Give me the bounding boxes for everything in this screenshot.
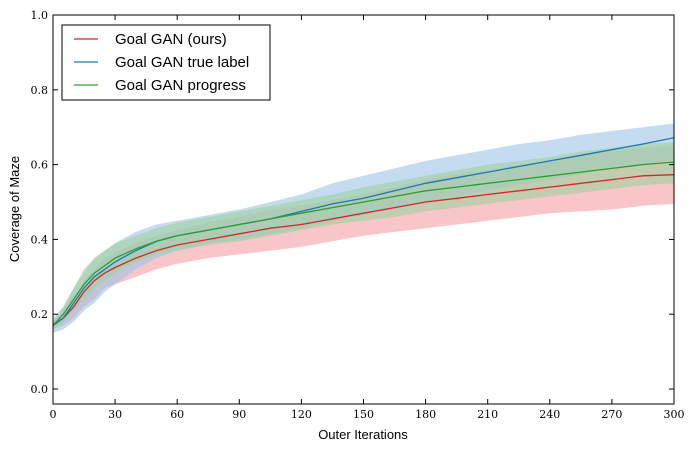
x-tick-label: 300 — [664, 408, 685, 421]
x-tick-label: 210 — [477, 408, 498, 421]
y-tick-label: 0.0 — [31, 383, 49, 396]
x-tick-label: 30 — [108, 408, 122, 421]
y-tick-label: 1.0 — [31, 9, 49, 22]
legend-label-goal-gan-ours: Goal GAN (ours) — [115, 31, 227, 48]
y-tick-label: 0.2 — [31, 308, 49, 321]
line-goal-gan-true-label — [52, 137, 675, 327]
x-tick-label: 240 — [539, 408, 560, 421]
y-axis-ticks: 0.0 0.2 0.4 0.6 0.8 1.0 — [31, 9, 674, 396]
band-goal-gan-progress — [53, 142, 674, 330]
y-tick-label: 0.4 — [31, 233, 49, 246]
x-tick-label: 60 — [170, 408, 184, 421]
x-tick-label: 0 — [50, 408, 57, 421]
y-tick-label: 0.8 — [31, 84, 49, 97]
confidence-bands — [53, 123, 674, 333]
x-tick-label: 180 — [415, 408, 436, 421]
y-tick-label: 0.6 — [31, 159, 49, 172]
legend: Goal GAN (ours) Goal GAN true label Goal G… — [61, 24, 271, 101]
x-tick-label: 90 — [232, 408, 246, 421]
x-axis-label: Outer Iterations — [318, 427, 408, 442]
x-axis-ticks: 0 30 60 90 120 150 180 210 240 270 300 — [50, 15, 685, 421]
line-goal-gan-ours — [52, 174, 675, 327]
series-lines — [52, 137, 675, 327]
x-tick-label: 120 — [291, 408, 312, 421]
x-tick-label: 150 — [353, 408, 374, 421]
legend-label-goal-gan-true-label: Goal GAN true label — [115, 54, 249, 71]
line-goal-gan-progress — [52, 161, 675, 326]
y-axis-label: Coverage of Maze — [7, 156, 22, 262]
legend-label-goal-gan-progress: Goal GAN progress — [115, 77, 246, 94]
x-tick-label: 270 — [601, 408, 622, 421]
